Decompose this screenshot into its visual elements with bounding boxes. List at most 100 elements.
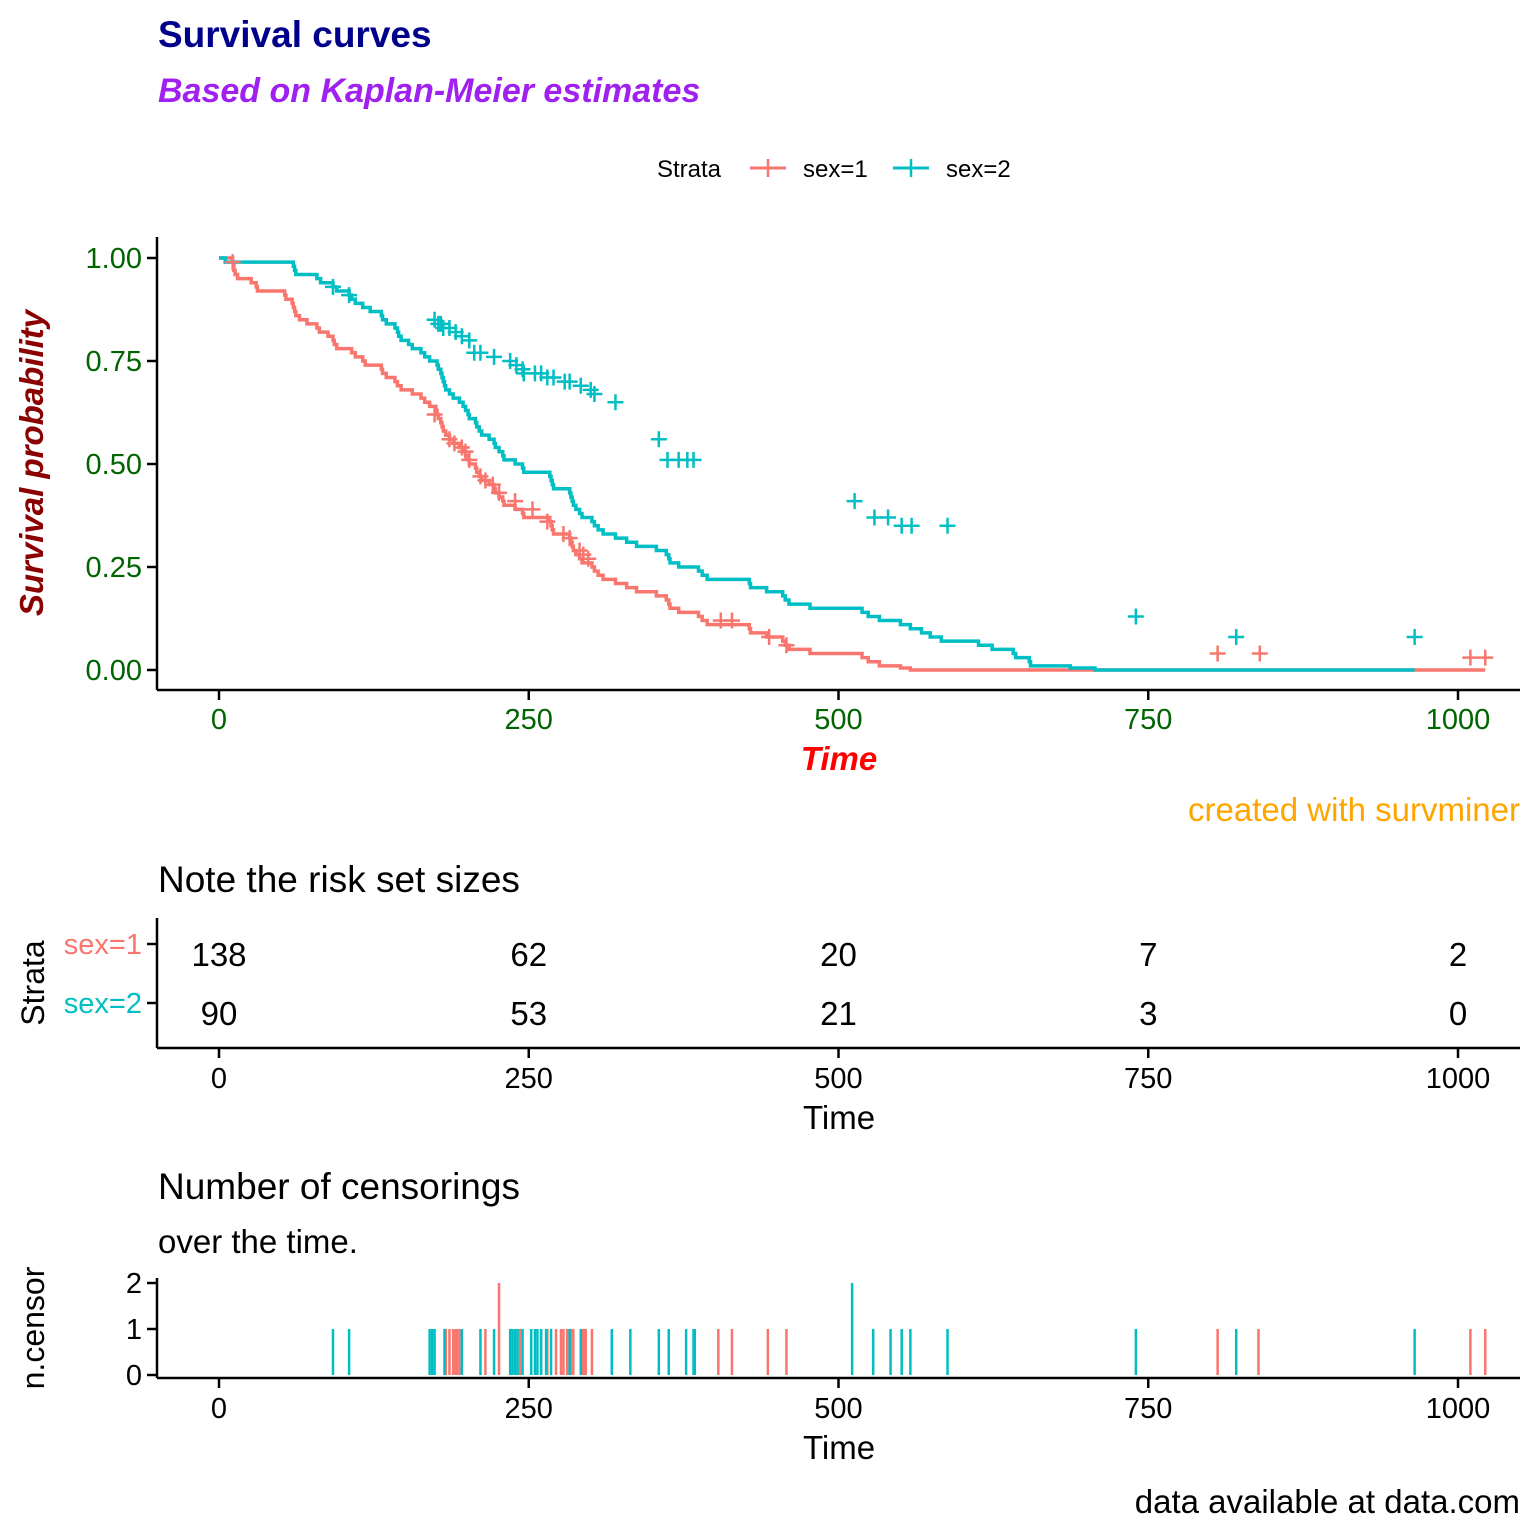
censor-mark-sex2: [545, 369, 562, 386]
legend-item-sex2: sex=2: [893, 156, 1011, 183]
legend-title: Strata: [657, 156, 722, 183]
censor-mark-sex2: [461, 332, 478, 349]
censor-mark-sex2: [846, 493, 863, 510]
risk-x-tick-label: 1000: [1426, 1063, 1491, 1095]
risk-x-tick-label: 250: [505, 1063, 553, 1095]
survival-x-tick-label: 1000: [1426, 704, 1491, 736]
risk-table-rows: sex=1 138 62 20 7 2 sex=2 90 53 21 3 0: [64, 929, 1467, 1032]
footer-caption: data available at data.com: [1135, 1483, 1520, 1520]
ncensor-x-tick-label: 0: [211, 1393, 227, 1425]
censor-mark-sex1: [761, 629, 778, 646]
ncensor-y-label: n.censor: [15, 1266, 51, 1389]
survival-curves: [219, 256, 1486, 672]
survival-y-label: Survival probability: [13, 308, 50, 616]
survival-y-tick-label: 0.25: [86, 552, 142, 584]
risk-cell: 0: [1449, 995, 1467, 1032]
ncensor-x-tick-label: 500: [814, 1393, 862, 1425]
ncensor-y-tick-label: 2: [126, 1268, 142, 1300]
survival-x-label: Time: [801, 740, 877, 777]
censor-mark-sex2: [486, 348, 503, 365]
censor-mark-sex2: [341, 287, 358, 304]
risk-cell: 20: [820, 936, 857, 973]
risk-table-panel: Note the risk set sizes sex=1 138 62 20 7 2se…: [15, 859, 1520, 1136]
risk-x-tick-label: 500: [814, 1063, 862, 1095]
survival-y-tick-label: 0.50: [86, 449, 142, 481]
survival-x-ticks: 0 250 500 750 1000: [211, 690, 1490, 736]
censor-mark-sex2: [472, 344, 489, 361]
risk-cell: 53: [510, 995, 547, 1032]
censor-mark-sex1: [1462, 649, 1479, 666]
survival-panel: 0.00 0.25 0.50 0.75 1.00 0 250 500 750 1000 Surv…: [13, 237, 1520, 828]
survival-x-tick-label: 750: [1124, 704, 1172, 736]
legend-label-sex2: sex=2: [946, 156, 1011, 183]
risk-x-ticks: 0 250 500 750 1000: [211, 1048, 1490, 1095]
risk-cell: 7: [1139, 936, 1157, 973]
ncensor-y-tick-label: 1: [126, 1314, 142, 1346]
risk-cell: 21: [820, 995, 857, 1032]
censor-mark-sex1: [778, 637, 795, 654]
censor-mark-sex2: [582, 381, 599, 398]
censor-mark-sex2: [650, 431, 667, 448]
censor-mark-sex2: [561, 373, 578, 390]
ncensor-x-ticks: 0 250 500 750 1000: [211, 1378, 1490, 1425]
censor-mark-sex2: [903, 517, 920, 534]
risk-x-label: Time: [803, 1099, 875, 1136]
risk-cell: 90: [201, 995, 238, 1032]
risk-table-title: Note the risk set sizes: [158, 859, 520, 900]
risk-cell: 2: [1449, 936, 1467, 973]
censor-mark-sex1: [1209, 645, 1226, 662]
ncensor-title: Number of censorings: [158, 1166, 520, 1207]
survival-x-tick-label: 500: [814, 704, 862, 736]
censor-mark-sex1: [426, 406, 443, 423]
censor-mark-sex1: [1251, 645, 1268, 662]
censor-mark-sex1: [224, 254, 241, 271]
risk-x-tick-label: 750: [1124, 1063, 1172, 1095]
ncensor-bars: [331, 1283, 1487, 1375]
censor-mark-sex1: [507, 493, 524, 510]
survival-x-tick-label: 250: [505, 704, 553, 736]
censor-mark-sex2: [1228, 629, 1245, 646]
legend: Strata sex=1 sex=2: [657, 156, 1011, 183]
risk-cell: 138: [191, 936, 246, 973]
ncensor-x-label: Time: [803, 1429, 875, 1466]
censor-mark-sex2: [324, 278, 341, 295]
risk-row-label-sex2: sex=2: [64, 988, 142, 1020]
survival-y-ticks: 0.00 0.25 0.50 0.75 1.00: [86, 243, 157, 687]
survival-y-tick-label: 0.00: [86, 655, 142, 687]
risk-x-tick-label: 0: [211, 1063, 227, 1095]
censor-mark-sex1: [561, 530, 578, 547]
ncensor-y-ticks: 0 1 2: [126, 1268, 157, 1392]
censor-mark-sex2: [685, 451, 702, 468]
censor-mark-sex2: [607, 394, 624, 411]
survival-y-tick-label: 1.00: [86, 243, 142, 275]
risk-row-label-sex1: sex=1: [64, 929, 142, 961]
censor-mark-sex2: [939, 517, 956, 534]
legend-item-sex1: sex=1: [750, 156, 868, 183]
risk-cell: 62: [510, 936, 547, 973]
censor-mark-sex2: [572, 377, 589, 394]
ncensor-y-tick-label: 0: [126, 1360, 142, 1392]
survival-x-tick-label: 0: [211, 704, 227, 736]
legend-label-sex1: sex=1: [803, 156, 868, 183]
risk-y-label: Strata: [15, 940, 51, 1026]
risk-cell: 3: [1139, 995, 1157, 1032]
caption: created with survminer: [1188, 791, 1520, 828]
censor-mark-sex2: [586, 385, 603, 402]
ncensor-panel: Number of censorings over the time. 012 …: [15, 1166, 1520, 1466]
ncensor-subtitle: over the time.: [158, 1223, 358, 1260]
censor-mark-sex1: [457, 443, 474, 460]
censor-mark-sex1: [524, 501, 541, 518]
ncensor-x-tick-label: 250: [505, 1393, 553, 1425]
censor-mark-sex2: [866, 509, 883, 526]
ncensor-x-tick-label: 750: [1124, 1393, 1172, 1425]
censor-mark-sex1: [1477, 649, 1494, 666]
censor-mark-sex1: [539, 513, 556, 530]
survival-curve-sex1: [219, 256, 1486, 672]
censor-mark-sex1: [580, 550, 597, 567]
survival-curve-sex2: [219, 256, 1415, 672]
censor-mark-sex1: [484, 476, 501, 493]
censor-mark-sex1: [461, 451, 478, 468]
censor-mark-sex2: [1406, 629, 1423, 646]
ncensor-x-tick-label: 1000: [1426, 1393, 1491, 1425]
